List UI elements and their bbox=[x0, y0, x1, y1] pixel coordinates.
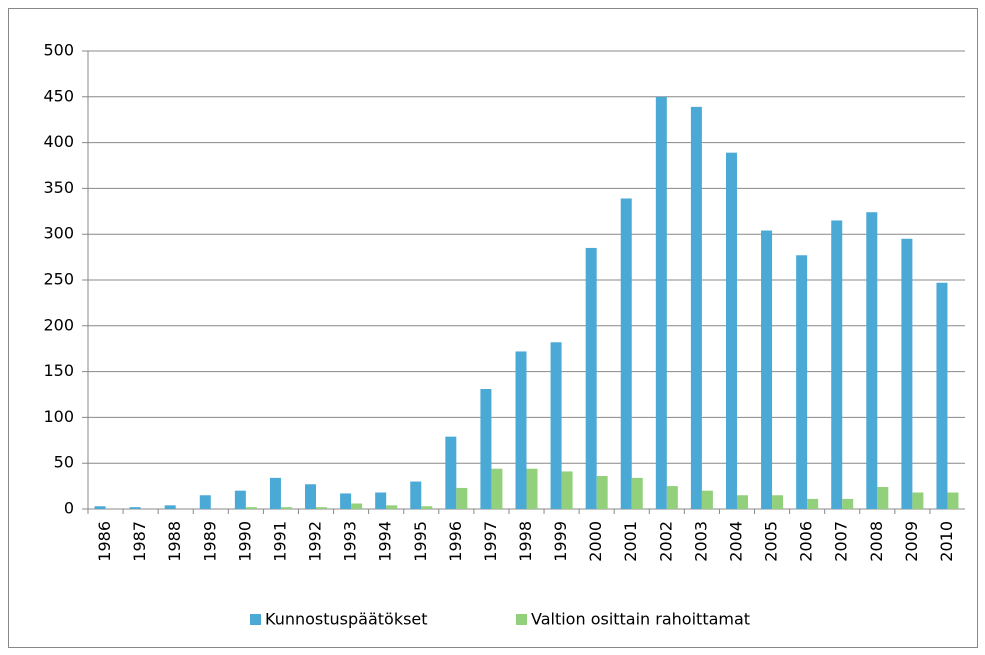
bar bbox=[351, 503, 363, 509]
x-tick-label: 2004 bbox=[726, 521, 745, 562]
bar bbox=[596, 476, 608, 509]
x-tick-label: 2009 bbox=[902, 521, 921, 562]
bar bbox=[772, 495, 784, 509]
chart-border bbox=[8, 8, 978, 648]
y-tick-label: 200 bbox=[43, 315, 74, 334]
bar bbox=[164, 505, 176, 509]
bar bbox=[375, 492, 387, 509]
bar bbox=[725, 152, 737, 509]
y-tick-label: 450 bbox=[43, 86, 74, 105]
x-tick-label: 1997 bbox=[481, 521, 500, 562]
bar bbox=[340, 493, 352, 509]
x-tick-label: 2007 bbox=[832, 521, 851, 562]
bar bbox=[796, 255, 808, 509]
y-tick-label: 400 bbox=[43, 132, 74, 151]
bar bbox=[631, 477, 643, 509]
y-tick-label: 250 bbox=[43, 270, 74, 289]
bar bbox=[550, 342, 562, 509]
bar bbox=[736, 495, 748, 509]
x-tick-label: 1995 bbox=[411, 521, 430, 562]
bar bbox=[901, 238, 913, 509]
x-tick-label: 1996 bbox=[446, 521, 465, 562]
bar bbox=[316, 507, 328, 509]
y-tick-label: 300 bbox=[43, 224, 74, 243]
x-tick-label: 1991 bbox=[270, 521, 289, 562]
x-tick-label: 1987 bbox=[130, 521, 149, 562]
x-tick-label: 2005 bbox=[762, 521, 781, 562]
x-tick-label: 1994 bbox=[376, 521, 395, 562]
x-tick-label: 1988 bbox=[165, 521, 184, 562]
x-tick-label: 2002 bbox=[656, 521, 675, 562]
bar bbox=[421, 506, 433, 509]
x-tick-label: 2001 bbox=[621, 521, 640, 562]
legend-swatch bbox=[516, 614, 527, 625]
bar bbox=[701, 490, 713, 509]
bar bbox=[655, 96, 667, 510]
y-tick-label: 100 bbox=[43, 407, 74, 426]
y-tick-label: 150 bbox=[43, 361, 74, 380]
x-tick-label: 1989 bbox=[200, 521, 219, 562]
y-tick-label: 0 bbox=[64, 499, 74, 518]
bar bbox=[866, 212, 878, 509]
x-tick-label: 2003 bbox=[691, 521, 710, 562]
bar bbox=[234, 490, 246, 509]
legend-label: Kunnostuspäätökset bbox=[265, 610, 428, 629]
bar bbox=[491, 468, 503, 509]
x-tick-label: 2006 bbox=[797, 521, 816, 562]
bar bbox=[585, 247, 597, 509]
x-tick-label: 2008 bbox=[867, 521, 886, 562]
bar bbox=[807, 498, 819, 509]
bar bbox=[129, 507, 141, 509]
bar bbox=[94, 506, 106, 509]
x-tick-label: 1992 bbox=[306, 521, 325, 562]
bar bbox=[877, 487, 889, 509]
bar bbox=[445, 436, 457, 509]
x-tick-label: 1998 bbox=[516, 521, 535, 562]
x-tick-label: 1986 bbox=[95, 521, 114, 562]
bar bbox=[690, 106, 702, 509]
legend-swatch bbox=[250, 614, 261, 625]
bar bbox=[480, 389, 492, 509]
bar bbox=[947, 492, 959, 509]
bar bbox=[561, 471, 573, 509]
bar bbox=[269, 477, 281, 509]
y-tick-label: 500 bbox=[43, 41, 74, 60]
y-tick-label: 350 bbox=[43, 178, 74, 197]
bar bbox=[936, 282, 948, 509]
bar bbox=[526, 468, 538, 509]
bar bbox=[620, 198, 632, 509]
bar bbox=[456, 487, 468, 509]
bar bbox=[245, 507, 257, 509]
x-tick-label: 1993 bbox=[341, 521, 360, 562]
x-tick-label: 2000 bbox=[586, 521, 605, 562]
bar bbox=[305, 484, 317, 509]
x-tick-label: 1990 bbox=[235, 521, 254, 562]
bar bbox=[410, 481, 422, 509]
bar bbox=[666, 486, 678, 509]
bar bbox=[912, 492, 924, 509]
x-tick-label: 2010 bbox=[937, 521, 956, 562]
bar bbox=[199, 495, 211, 509]
bar bbox=[831, 220, 843, 509]
legend-label: Valtion osittain rahoittamat bbox=[531, 610, 750, 629]
bar bbox=[515, 351, 527, 509]
y-tick-label: 50 bbox=[54, 453, 74, 472]
bar bbox=[761, 230, 773, 509]
bar bbox=[842, 498, 854, 509]
bar bbox=[280, 507, 292, 509]
x-tick-label: 1999 bbox=[551, 521, 570, 562]
bar bbox=[386, 505, 398, 509]
